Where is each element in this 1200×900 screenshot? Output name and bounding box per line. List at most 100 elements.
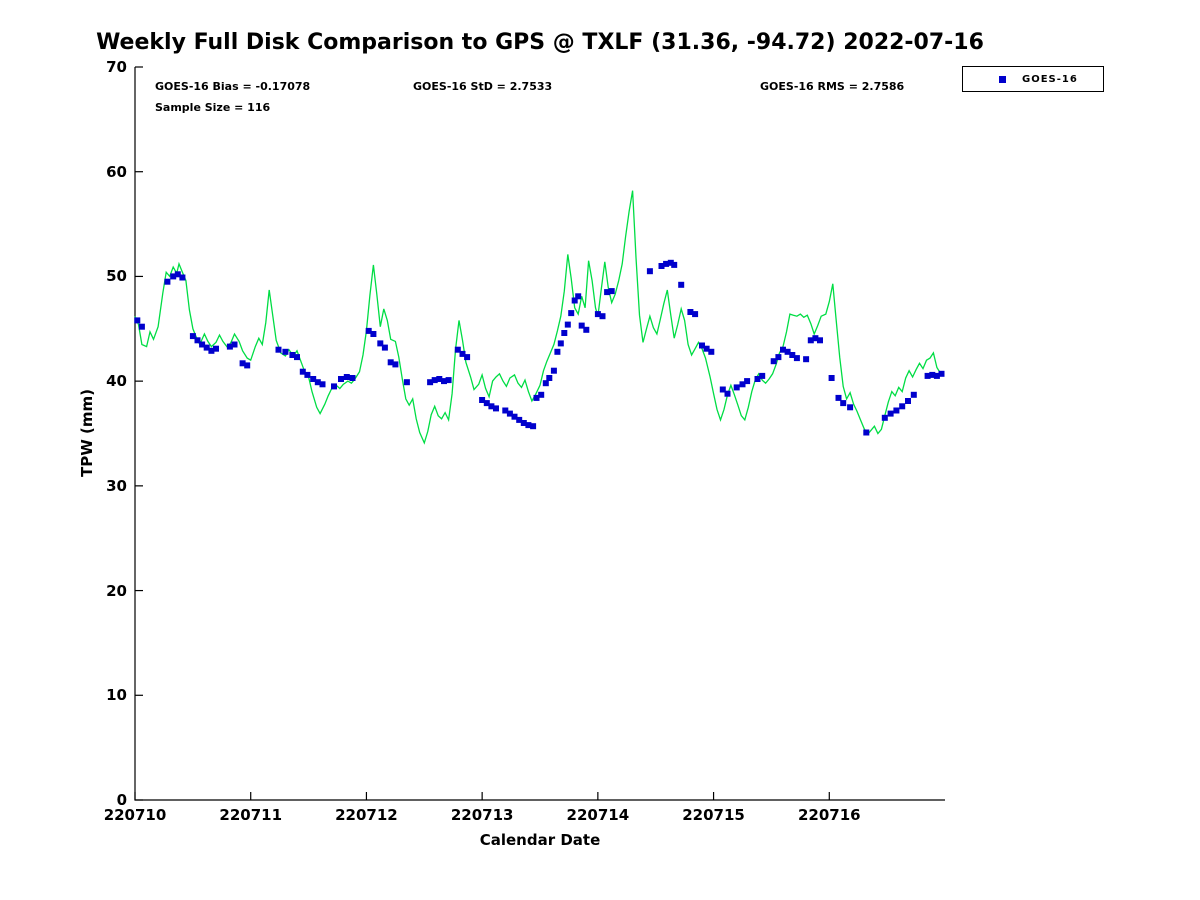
- goes16-marker: [464, 354, 471, 361]
- goes16-marker: [381, 344, 388, 351]
- goes16-marker: [863, 429, 870, 436]
- goes16-marker: [506, 410, 513, 417]
- goes16-marker: [479, 397, 486, 403]
- goes16-marker: [578, 322, 585, 329]
- goes16-marker: [759, 372, 766, 379]
- goes16-marker: [739, 381, 746, 388]
- goes16-marker: [231, 341, 238, 348]
- goes16-marker: [516, 416, 523, 423]
- goes16-marker: [275, 346, 282, 353]
- goes16-marker: [459, 350, 466, 357]
- goes16-marker: [310, 376, 317, 382]
- y-tick-label: 20: [106, 581, 127, 600]
- goes16-marker: [203, 344, 210, 351]
- goes16-marker: [365, 327, 372, 334]
- goes16-marker: [550, 367, 557, 374]
- goes16-marker: [887, 410, 894, 417]
- goes16-marker: [431, 377, 438, 384]
- goes16-marker: [520, 420, 527, 426]
- y-tick-label: 70: [106, 58, 127, 76]
- goes16-marker: [789, 352, 796, 358]
- goes16-marker: [899, 403, 906, 410]
- goes16-marker: [775, 354, 782, 361]
- x-tick-label: 220716: [797, 806, 861, 824]
- y-axis-label: TPW (mm): [78, 389, 96, 477]
- goes16-marker: [194, 337, 201, 344]
- goes16-marker: [343, 374, 350, 380]
- goes16-marker: [571, 297, 578, 304]
- goes16-marker: [687, 309, 694, 315]
- goes16-marker: [817, 337, 823, 344]
- stat-sample-size-text: Sample Size = 116: [155, 101, 271, 114]
- goes16-marker: [164, 278, 171, 285]
- y-tick-label: 10: [106, 686, 127, 705]
- x-tick-label: 220713: [450, 806, 514, 824]
- goes16-marker: [331, 383, 337, 390]
- goes16-marker: [488, 403, 495, 410]
- goes16-marker: [699, 342, 705, 349]
- goes16-marker: [784, 348, 791, 355]
- goes16-marker: [213, 345, 219, 352]
- goes16-marker: [349, 375, 356, 381]
- goes16-marker: [294, 354, 300, 361]
- goes16-marker: [905, 398, 911, 404]
- goes16-marker: [583, 326, 590, 333]
- goes16-marker: [724, 390, 731, 397]
- y-tick-label: 50: [106, 267, 127, 286]
- goes16-marker: [244, 362, 251, 369]
- goes16-marker: [910, 391, 917, 398]
- goes16-marker: [338, 376, 344, 382]
- goes16-marker: [314, 379, 321, 386]
- goes16-marker: [282, 348, 289, 355]
- goes16-marker: [692, 311, 699, 318]
- goes16-marker: [564, 321, 571, 328]
- goes16-marker: [924, 372, 931, 379]
- goes16-marker: [929, 371, 936, 378]
- goes16-marker: [938, 370, 945, 377]
- goes16-marker: [441, 378, 447, 385]
- goes16-marker: [733, 384, 740, 391]
- goes16-marker: [170, 273, 177, 280]
- goes16-marker: [646, 268, 653, 275]
- legend-label: GOES-16: [1022, 73, 1078, 85]
- y-tick-label: 30: [106, 476, 127, 495]
- goes16-marker: [807, 337, 814, 344]
- goes16-marker: [226, 343, 233, 350]
- goes16-marker: [403, 379, 410, 386]
- goes16-marker: [608, 288, 615, 295]
- goes16-marker: [546, 375, 553, 381]
- goes16-marker: [881, 414, 888, 421]
- goes16-marker: [138, 323, 145, 330]
- y-tick-label: 40: [106, 372, 127, 391]
- legend-marker-square-icon: [999, 75, 1006, 83]
- goes16-marker: [533, 394, 540, 401]
- goes16-marker: [239, 360, 246, 367]
- stat-bias-text: GOES-16 Bias = -0.17078: [155, 80, 311, 93]
- goes16-marker: [493, 405, 499, 412]
- goes16-marker: [387, 359, 394, 366]
- goes16-marker: [208, 347, 215, 354]
- goes16-marker: [663, 260, 670, 267]
- goes16-marker: [554, 348, 561, 355]
- goes16-marker: [770, 358, 777, 365]
- goes16-marker: [599, 313, 606, 320]
- goes16-marker: [893, 407, 900, 414]
- x-tick-label: 220711: [219, 806, 283, 824]
- goes16-marker: [780, 346, 786, 353]
- legend: GOES-16: [962, 66, 1104, 92]
- goes16-marker: [708, 348, 715, 355]
- goes16-marker: [744, 378, 751, 385]
- axes-lines: [134, 67, 945, 801]
- stat-rms-text: GOES-16 RMS = 2.7586: [760, 80, 905, 93]
- goes16-markers: [134, 259, 945, 436]
- goes16-marker: [847, 404, 854, 411]
- goes16-marker: [678, 281, 685, 288]
- goes16-marker: [703, 345, 710, 352]
- goes16-marker: [719, 386, 726, 393]
- goes16-marker: [812, 335, 819, 342]
- goes16-marker: [445, 377, 452, 384]
- goes16-marker: [199, 341, 206, 348]
- goes16-marker: [835, 394, 842, 401]
- goes16-marker: [189, 333, 196, 340]
- goes16-marker: [370, 331, 377, 337]
